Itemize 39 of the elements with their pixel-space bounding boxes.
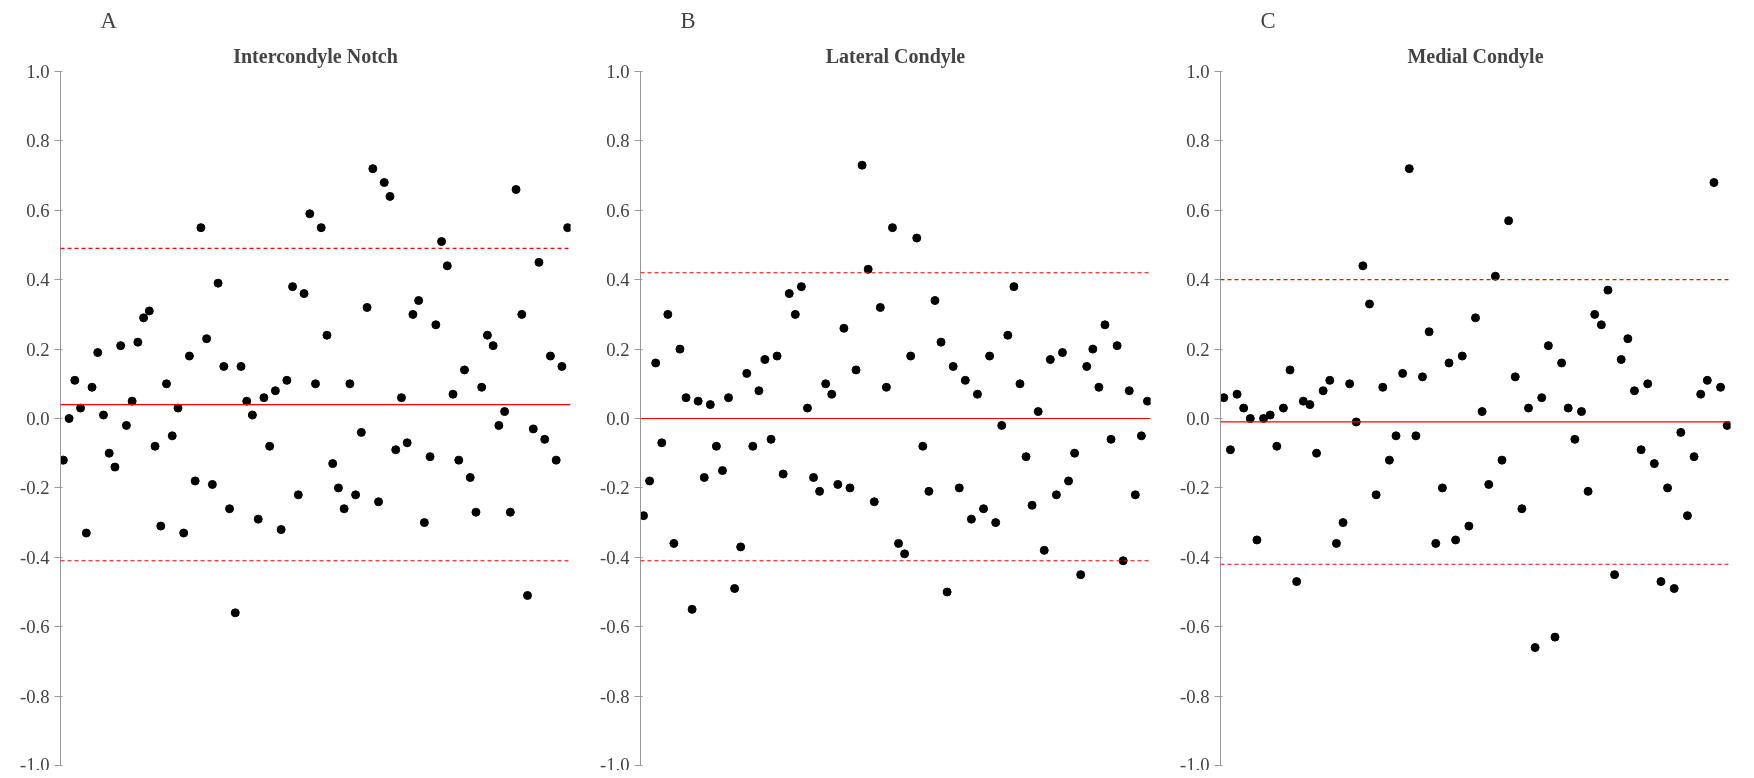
y-tick-label: -0.4 (19, 546, 51, 568)
y-tick-label: -0.6 (19, 616, 50, 638)
y-tick-label: -0.6 (1179, 616, 1210, 638)
text: A (100, 7, 118, 33)
y-tick-label: 0.6 (606, 199, 630, 221)
y-tick-label: 0.4 (606, 269, 631, 291)
y-tick-label: -0.4 (1179, 546, 1211, 568)
text: C (1260, 7, 1276, 33)
y-tick-label: -1.0 (599, 753, 630, 775)
y-tick-label: 1.0 (26, 61, 50, 82)
y-tick-label: 0.0 (26, 408, 50, 429)
y-tick-label: 0.2 (26, 338, 50, 360)
y-tick-label: 0.6 (26, 199, 50, 221)
y-tick-label: -0.2 (599, 477, 630, 499)
y-tick-label: -0.2 (19, 477, 50, 499)
y-tick-label: -0.8 (1179, 685, 1210, 707)
y-tick-label: -1.0 (1179, 753, 1210, 775)
y-tick-label: 1.0 (606, 61, 630, 82)
y-tick-label: 0.2 (606, 338, 630, 360)
y-tick-label: 0.8 (26, 130, 50, 152)
y-tick-label: 0.0 (1186, 408, 1210, 429)
chart-title: Lateral Condyle (825, 44, 966, 68)
y-tick-label: 0.4 (26, 269, 51, 291)
y-tick-label: -1.0 (19, 753, 50, 775)
y-tick-label: 0.8 (1186, 130, 1210, 152)
y-tick-label: 0.4 (1186, 269, 1211, 291)
y-tick-label: 1.0 (1186, 61, 1210, 82)
y-tick-label: 0.2 (1186, 338, 1210, 360)
y-tick-label: -0.4 (599, 546, 631, 568)
y-tick-label: -0.2 (1179, 477, 1210, 499)
chart-title: Medial Condyle (1407, 44, 1544, 68)
y-tick-label: -0.6 (599, 616, 630, 638)
y-tick-label: 0.0 (606, 408, 630, 429)
y-tick-label: -0.8 (19, 685, 50, 707)
chart-title: Intercondyle Notch (233, 44, 398, 68)
y-tick-label: 0.8 (606, 130, 630, 152)
text: B (680, 7, 696, 33)
y-tick-label: -0.8 (599, 685, 630, 707)
y-tick-label: 0.6 (1186, 199, 1210, 221)
